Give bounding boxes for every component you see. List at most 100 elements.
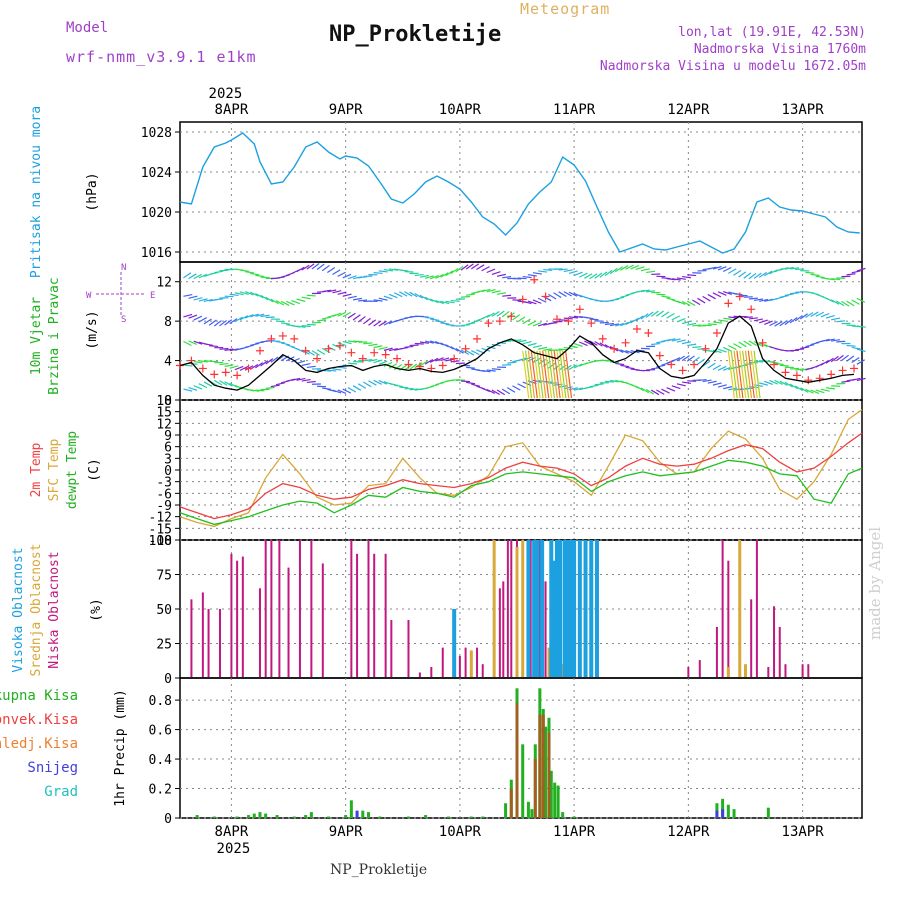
bottom-day-label: 13APR — [782, 824, 825, 840]
low-cloud-bar — [721, 540, 724, 677]
wind-barb — [306, 350, 315, 356]
wind-barb — [820, 338, 830, 343]
wind-barb — [810, 311, 819, 317]
wind-barb — [306, 365, 316, 369]
wind-barb — [522, 318, 531, 325]
bottom-day-label: 11APR — [553, 824, 596, 840]
total-precip-bar — [212, 816, 216, 818]
gust-marker — [724, 299, 733, 308]
wind-barb — [851, 299, 860, 305]
wind-barb — [558, 268, 568, 271]
wind-barb — [429, 357, 439, 363]
wind-barb — [455, 347, 464, 354]
wind-barb — [373, 272, 383, 274]
low-cloud-bar — [310, 540, 313, 677]
wind-barb — [419, 294, 429, 301]
wind-barb — [692, 299, 701, 306]
wind-barb — [537, 322, 547, 327]
wind-barb — [728, 316, 738, 319]
gust-marker — [370, 348, 379, 357]
wind-burst-barb — [530, 350, 538, 399]
total-precip-bar — [195, 815, 199, 818]
precip-axis-label: 1hr Precip (mm) — [113, 689, 128, 806]
wind-barb — [738, 364, 748, 367]
mid-cloud-bar — [469, 650, 473, 677]
wind-barb — [255, 362, 264, 369]
low-cloud-bar — [441, 647, 444, 677]
low-cloud-bar — [190, 599, 193, 677]
wind-barb — [291, 357, 300, 363]
temp-unit: (C) — [87, 458, 102, 481]
wind-barb — [640, 268, 650, 272]
wind-barb — [193, 340, 203, 345]
wind-barb — [244, 313, 254, 319]
wind-barb — [548, 293, 557, 300]
wind-barb — [378, 380, 388, 385]
wind-barb — [738, 271, 747, 278]
wind-barb — [188, 295, 198, 299]
wind-barb — [820, 312, 830, 318]
ytick-label-temperature: 6 — [164, 441, 172, 456]
wind-barb — [543, 268, 553, 272]
total-precip-bar — [561, 812, 565, 818]
wind-barb — [805, 388, 814, 394]
wind-barb — [661, 295, 671, 299]
wind-burst-barb — [744, 350, 753, 399]
wind-barb — [815, 311, 825, 317]
low-cloud-bar — [687, 666, 690, 677]
wind-barb — [841, 380, 851, 383]
wind-barb — [656, 310, 665, 317]
wind-burst-barb — [527, 350, 536, 399]
total-precip-bar — [504, 803, 508, 818]
wind-barb — [419, 360, 428, 367]
wind-barb — [769, 269, 778, 275]
gust-marker — [495, 317, 504, 326]
wind-barb — [460, 264, 469, 271]
low-cloud-bar — [278, 540, 281, 677]
gust-marker — [278, 331, 287, 340]
wind-barb — [697, 378, 707, 382]
wind-barb — [825, 278, 836, 281]
wind-barb — [440, 300, 450, 305]
wind-barb — [373, 379, 382, 385]
conv-precip-bar — [538, 714, 542, 818]
wind-barb — [851, 357, 860, 364]
wind-barb — [332, 312, 342, 317]
temp2m-line — [179, 432, 863, 520]
wind-barb — [188, 386, 198, 391]
wind-barb — [316, 349, 326, 355]
wind-barb — [717, 291, 727, 296]
wind-barb — [424, 296, 434, 302]
wind-barb — [635, 266, 645, 271]
wind-barb — [666, 297, 676, 301]
wind-barb — [800, 346, 810, 349]
wind-barb — [856, 297, 866, 303]
low-cloud-bar — [481, 664, 484, 677]
low-cloud-bar — [321, 563, 324, 677]
wind-barb — [748, 297, 758, 300]
wind-barb — [722, 346, 732, 352]
wind-barb — [399, 291, 408, 297]
conv-precip-bar — [533, 759, 537, 818]
wind-barb — [255, 292, 264, 299]
gust-marker — [690, 360, 699, 369]
wind-barb — [491, 271, 501, 276]
total-precip-bar — [556, 785, 560, 818]
wind-barb — [717, 266, 727, 271]
wind-barb — [296, 325, 306, 328]
wind-barb — [748, 340, 757, 347]
wind-burst-barb — [544, 350, 553, 399]
low-cloud-bar — [538, 540, 541, 677]
wind-barb — [697, 297, 706, 304]
wind-burst-barb — [730, 350, 738, 399]
wind-barb — [779, 320, 788, 327]
wind-barb — [301, 378, 311, 382]
wind-barb — [738, 341, 747, 348]
wind-barb — [414, 273, 424, 277]
wind-barb — [687, 274, 697, 277]
gust-marker — [198, 364, 207, 373]
wind-barb — [671, 357, 681, 363]
wind-barb — [635, 385, 644, 392]
wind-barb — [676, 355, 685, 362]
wind-barb — [640, 313, 649, 320]
